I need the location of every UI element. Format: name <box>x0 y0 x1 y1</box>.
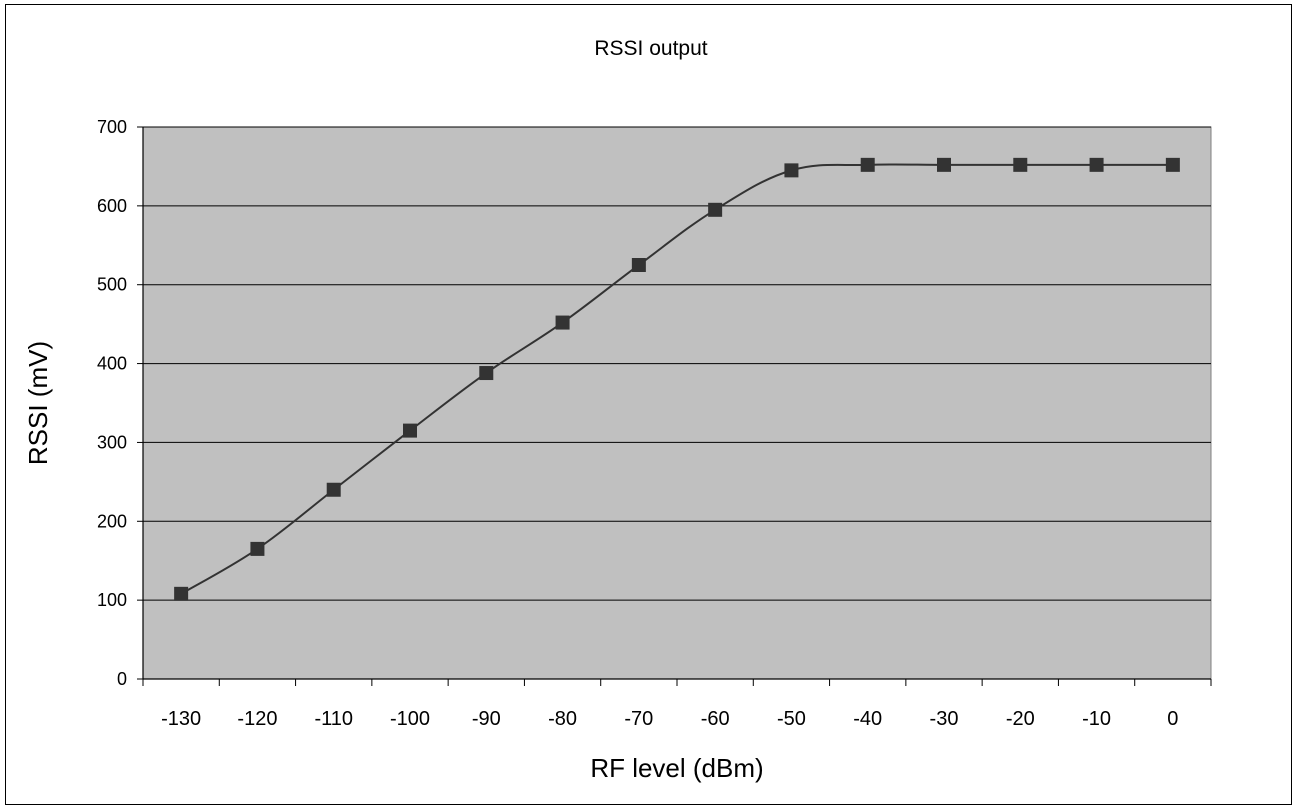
y-tick-label: 300 <box>97 432 127 452</box>
data-point-marker <box>708 202 723 217</box>
x-tick-label: -60 <box>701 708 730 730</box>
y-tick-label: 500 <box>97 275 127 295</box>
data-point-marker <box>403 423 417 438</box>
x-tick-label: 0 <box>1167 708 1178 730</box>
data-point-marker <box>1089 157 1104 172</box>
data-point-marker <box>479 366 494 381</box>
y-tick-label: 400 <box>97 354 127 374</box>
x-tick-label: -70 <box>624 708 653 730</box>
y-axis-label: RSSI (mV) <box>23 341 53 465</box>
data-point-marker <box>860 157 875 172</box>
x-tick-label: -50 <box>777 708 806 730</box>
x-tick-label: -40 <box>853 708 882 730</box>
x-tick-label: -30 <box>930 708 959 730</box>
y-tick-label: 0 <box>117 669 127 689</box>
plot-area <box>142 126 1212 680</box>
data-point-marker <box>1165 157 1180 172</box>
x-tick-label: -110 <box>314 708 353 730</box>
x-tick-label: -80 <box>548 708 577 730</box>
y-tick-label: 700 <box>97 117 127 137</box>
data-point-marker <box>555 315 570 330</box>
data-point-marker <box>326 482 341 497</box>
chart-title: RSSI output <box>594 37 707 60</box>
x-tick-label: -10 <box>1082 708 1111 730</box>
data-point-marker <box>937 157 951 172</box>
data-point-marker <box>631 258 646 272</box>
y-tick-labels: 0 100 200 300 400 500 600 700 <box>97 117 127 689</box>
gridlines <box>143 126 1211 601</box>
axes <box>137 126 1212 686</box>
x-tick-label: -130 <box>161 708 201 730</box>
x-tick-label: -100 <box>390 708 430 730</box>
y-tick-label: 600 <box>97 196 127 216</box>
data-point-marker <box>784 163 799 178</box>
y-tick-label: 100 <box>97 590 127 610</box>
x-axis-label: RF level (dBm) <box>590 753 763 783</box>
series-layer <box>174 157 1180 601</box>
x-tick-label: -20 <box>1006 708 1035 730</box>
x-tick-label: -90 <box>472 708 501 730</box>
data-point-marker <box>174 586 189 601</box>
data-point-marker <box>1013 157 1028 172</box>
y-tick-label: 200 <box>97 511 127 531</box>
x-tick-label: -120 <box>237 708 277 730</box>
data-point-marker <box>250 541 265 556</box>
x-tick-labels: -130 -120 -110 -100 -90 -80 -70 -60 -50 -40 -30 -20… <box>161 708 1178 730</box>
